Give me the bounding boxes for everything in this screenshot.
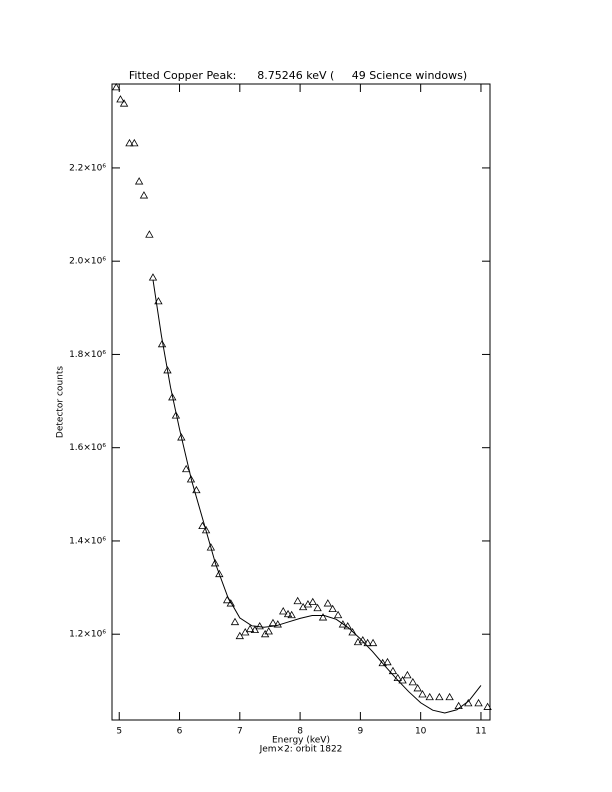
- data-point: [125, 138, 134, 147]
- data-point: [119, 99, 129, 107]
- data-point: [425, 692, 434, 701]
- data-point: [154, 296, 163, 305]
- data-point: [348, 628, 357, 636]
- plot-frame: [111, 83, 491, 721]
- data-point: [268, 618, 278, 627]
- data-point: [378, 658, 387, 667]
- data-point: [283, 609, 293, 618]
- fit-line: [152, 279, 482, 714]
- y-tick-label: 1.4×10⁶: [69, 536, 106, 546]
- data-point: [255, 621, 264, 630]
- x-tick-label: 10: [415, 727, 427, 737]
- data-point: [408, 677, 418, 686]
- data-point: [116, 95, 125, 103]
- data-point: [186, 475, 196, 483]
- x-tick-label: 11: [475, 727, 486, 737]
- y-tick-label: 1.2×10⁶: [69, 630, 106, 640]
- data-point: [177, 433, 186, 441]
- data-point: [130, 138, 139, 147]
- data-point: [168, 393, 177, 401]
- data-point: [171, 411, 181, 419]
- data-point: [163, 365, 172, 374]
- data-point: [308, 597, 317, 606]
- data-point: [483, 702, 492, 710]
- x-tick-label: 7: [237, 727, 243, 737]
- x-tick-label: 5: [116, 727, 122, 737]
- y-tick-label: 2.2×10⁶: [69, 163, 106, 173]
- data-point: [157, 339, 167, 348]
- data-point: [363, 638, 372, 647]
- subtitle: Jem×2: orbit 1822: [259, 745, 343, 755]
- data-point: [181, 464, 191, 473]
- data-point: [313, 603, 322, 612]
- data-point: [338, 620, 348, 628]
- data-point: [250, 625, 260, 634]
- data-point: [210, 559, 220, 567]
- data-point: [206, 543, 216, 551]
- data-point: [368, 638, 378, 647]
- data-point: [279, 607, 288, 615]
- data-point: [333, 610, 343, 619]
- data-point: [245, 624, 255, 633]
- data-point: [328, 604, 337, 613]
- data-point: [230, 617, 240, 626]
- data-point: [264, 627, 273, 635]
- y-tick-label: 1.8×10⁶: [69, 350, 106, 360]
- data-point: [383, 657, 392, 666]
- data-point: [112, 82, 121, 91]
- data-point: [201, 525, 211, 534]
- data-point: [418, 690, 427, 698]
- data-point: [403, 670, 412, 679]
- x-tick-label: 6: [177, 727, 183, 737]
- data-point: [139, 191, 149, 199]
- data-point: [388, 666, 398, 675]
- data-point: [293, 596, 302, 605]
- data-point: [235, 631, 244, 640]
- data-point: [273, 620, 282, 628]
- x-tick-label: 8: [297, 727, 303, 737]
- data-point: [474, 698, 483, 707]
- chart-title: Fitted Copper Peak: 8.75246 keV ( 49 Sci…: [129, 69, 467, 82]
- data-point: [287, 610, 296, 619]
- data-point: [145, 230, 154, 238]
- data-point: [318, 613, 328, 621]
- data-point: [226, 599, 235, 607]
- x-axis-label: Energy (keV): [272, 736, 330, 746]
- data-point: [445, 692, 454, 701]
- y-tick-label: 1.6×10⁶: [69, 443, 106, 453]
- data-point: [413, 683, 422, 692]
- data-point: [215, 569, 224, 578]
- x-tick-label: 9: [358, 727, 364, 737]
- data-point: [398, 676, 407, 684]
- y-axis-label: Detector counts: [56, 366, 66, 438]
- data-point: [134, 177, 144, 185]
- y-tick-label: 2.0×10⁶: [69, 257, 106, 267]
- data-point: [323, 599, 333, 607]
- data-point: [435, 692, 444, 701]
